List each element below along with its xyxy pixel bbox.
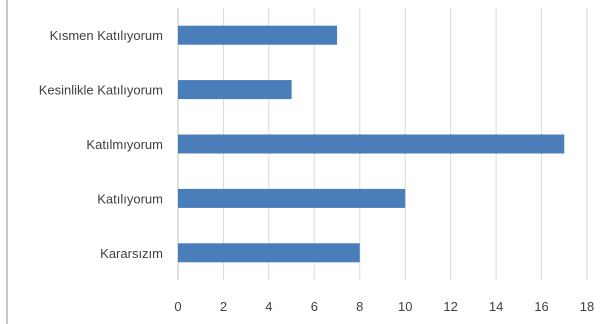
bar [178, 243, 360, 263]
x-tick-label: 6 [311, 299, 318, 314]
x-tick-label: 10 [398, 299, 412, 314]
bar [178, 134, 565, 154]
category-label: Kararsızım [100, 246, 163, 261]
x-tick-label: 2 [220, 299, 227, 314]
bar [178, 188, 406, 208]
x-tick-label: 8 [356, 299, 363, 314]
x-tick-label: 12 [443, 299, 457, 314]
x-tick-label: 16 [534, 299, 548, 314]
x-tick-label: 4 [265, 299, 272, 314]
x-tick-label: 0 [174, 299, 181, 314]
x-tick-labels: 0 2 4 6 8 10 12 14 16 18 [174, 299, 594, 314]
bar [178, 25, 338, 45]
category-label: Katılıyorum [97, 191, 163, 206]
bars [178, 25, 565, 263]
category-label: Katılmıyorum [86, 137, 163, 152]
x-tick-label: 14 [489, 299, 503, 314]
category-label: Kesinlikle Katılıyorum [39, 83, 163, 98]
category-label: Kısmen Katılıyorum [50, 28, 163, 43]
x-tick-label: 18 [580, 299, 594, 314]
bar [178, 80, 292, 100]
category-labels: Kısmen Katılıyorum Kesinlikle Katılıyorum… [39, 28, 163, 261]
